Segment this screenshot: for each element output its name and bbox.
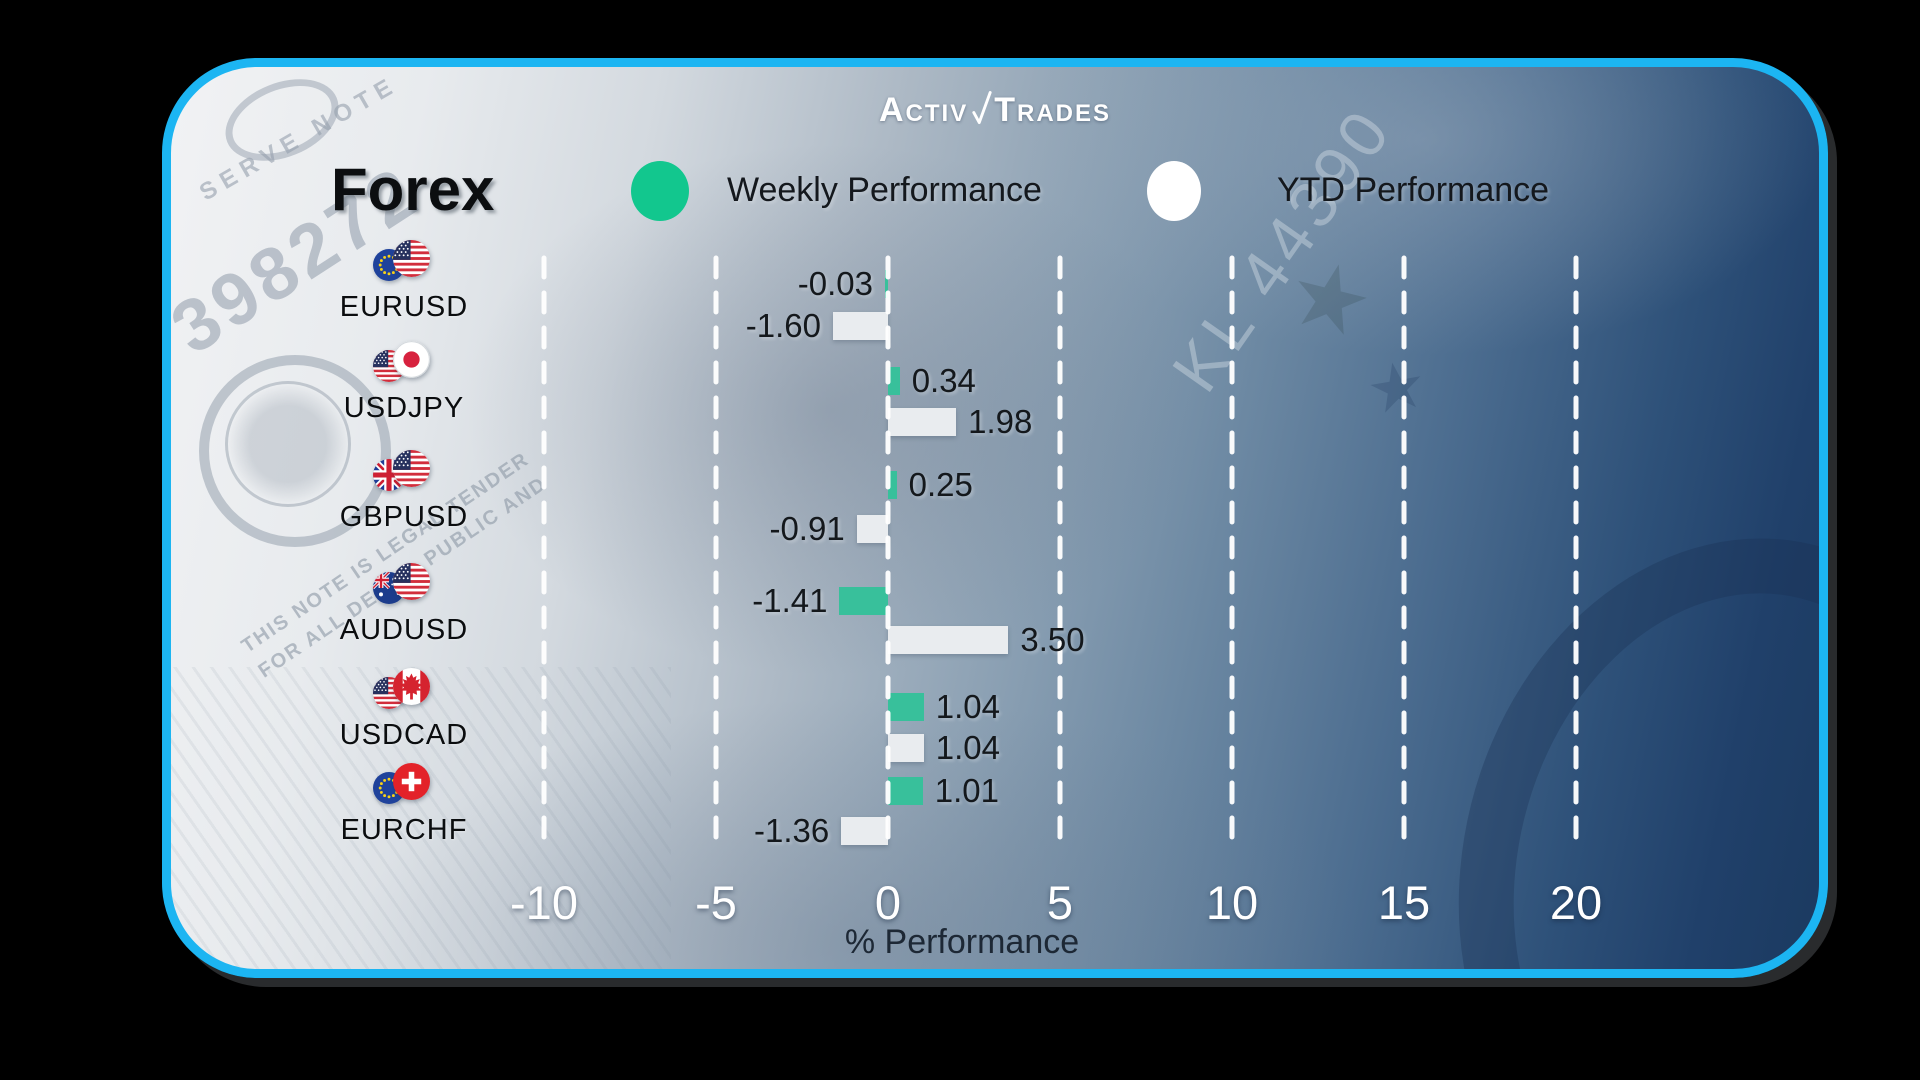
ca-flag-icon: [393, 668, 430, 705]
us-flag-icon: [393, 563, 430, 600]
axis-tick-label: -5: [695, 876, 737, 929]
flag-pair-eurchf: [373, 763, 431, 807]
axis-tick-label: -10: [510, 876, 578, 929]
bar-value-label: 0.34: [911, 362, 976, 399]
flag-pair-eurusd: [373, 240, 431, 284]
flag-pair-usdjpy: [373, 341, 431, 385]
bar-weekly-usdjpy: [888, 367, 900, 395]
bar-ytd-usdcad: [888, 734, 924, 762]
bar-ytd-eurusd: [832, 312, 888, 340]
bar-value-label: -1.60: [745, 307, 821, 344]
bar-weekly-eurusd: [885, 270, 888, 298]
bar-ytd-gbpusd: [856, 515, 888, 543]
brand-check-icon: [972, 91, 992, 124]
bar-value-label: 1.01: [934, 772, 999, 809]
bar-value-label: -1.36: [753, 812, 830, 849]
axis-tick-label: 15: [1377, 876, 1431, 929]
brand-activ: Activ: [878, 90, 969, 129]
bar-ytd-usdjpy: [888, 408, 957, 436]
brand-trades: Trades: [994, 90, 1112, 129]
bar-ytd-eurchf: [841, 817, 888, 845]
flag-pair-audusd: [373, 563, 431, 607]
jp-flag-icon: [393, 341, 430, 378]
pair-code-label: EURUSD: [339, 291, 469, 323]
bar-weekly-eurchf: [888, 777, 923, 805]
axis-tick-label: 0: [874, 876, 902, 929]
legend-ytd-dot-icon: [1147, 161, 1201, 221]
bar-value-label: 1.98: [968, 403, 1033, 440]
axis-tick-label: 10: [1205, 876, 1259, 929]
brand-logo: Activ Trades: [879, 89, 1111, 131]
bar-value-label: 0.25: [908, 466, 973, 503]
pair-code-label: GBPUSD: [339, 501, 469, 533]
legend-weekly-label: Weekly Performance: [727, 171, 1042, 209]
axis-tick-label: 20: [1549, 876, 1603, 929]
bar-value-label: -0.03: [797, 265, 873, 302]
bar-value-label: -0.91: [769, 510, 845, 547]
bar-value-label: 3.50: [1020, 621, 1085, 658]
bar-value-label: 1.04: [935, 729, 1000, 766]
axis-tick-label: 5: [1046, 876, 1074, 929]
us-flag-icon: [393, 240, 430, 277]
axis-title: % Performance: [844, 923, 1080, 961]
legend-weekly-dot-icon: [631, 161, 689, 221]
bar-value-label: -1.41: [752, 582, 828, 619]
flag-pair-gbpusd: [373, 450, 431, 494]
ch-flag-icon: [393, 763, 430, 800]
flag-pair-usdcad: [373, 668, 431, 712]
bar-weekly-audusd: [839, 587, 888, 615]
legend-ytd-label: YTD Performance: [1277, 171, 1550, 209]
bar-weekly-gbpusd: [888, 471, 897, 499]
pair-code-label: EURCHF: [340, 814, 468, 846]
bar-ytd-audusd: [888, 626, 1009, 654]
pair-code-label: AUDUSD: [339, 614, 469, 646]
chart-gridlines: [541, 255, 1579, 851]
infographic-card: 398272 SERVE NOTE THIS NOTE IS LEGAL TEN…: [162, 58, 1828, 978]
us-flag-icon: [393, 450, 430, 487]
pair-code-label: USDJPY: [343, 392, 465, 424]
page-title: Forex: [331, 156, 495, 223]
bar-value-label: 1.04: [935, 688, 1000, 725]
pair-code-label: USDCAD: [339, 719, 469, 751]
bar-weekly-usdcad: [888, 693, 924, 721]
